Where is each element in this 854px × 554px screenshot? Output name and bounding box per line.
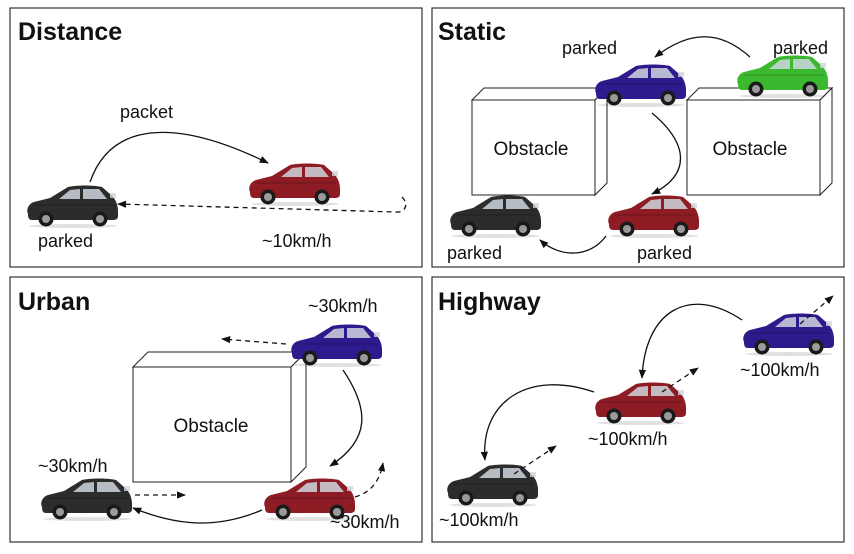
panel-title: Urban (18, 288, 90, 316)
motion-arrow (799, 295, 834, 325)
speed-label: ~10km/h (262, 231, 332, 251)
obstacle-label: Obstacle (713, 139, 788, 160)
motion-arrow (117, 196, 407, 213)
packet-arrow (651, 112, 682, 195)
car-label: parked (447, 243, 502, 263)
speed-label: ~100km/h (588, 429, 668, 449)
obstacle-box: Obstacle (470, 86, 609, 197)
speed-label: ~30km/h (38, 456, 108, 476)
packet-arrow (539, 235, 607, 254)
motion-arrow (221, 336, 287, 345)
car-label: parked (637, 243, 692, 263)
speed-label: ~30km/h (330, 512, 400, 532)
motion-arrow (661, 367, 699, 393)
packet-arrow (329, 369, 363, 467)
car-label: parked (773, 38, 828, 58)
car-label: parked (562, 38, 617, 58)
packet-arrow (89, 131, 269, 183)
panel-static: Static Obstacle Obstacle parked parked p… (431, 7, 845, 268)
obstacle-box: Obstacle (685, 86, 834, 197)
packet-arrow (480, 384, 595, 461)
obstacle-box: Obstacle (131, 350, 308, 484)
panel-urban: Urban Obstacle ~30km/h ~30km/h ~30km/h (9, 276, 423, 543)
panel-distance: Distance packet parked ~10km/h (9, 7, 423, 268)
panel-title: Highway (438, 288, 541, 316)
speed-label: ~100km/h (439, 510, 519, 530)
speed-label: ~100km/h (740, 360, 820, 380)
panel-highway: Highway ~100km/h ~100km/h ~100km/h (431, 276, 845, 543)
speed-label: ~30km/h (308, 296, 378, 316)
obstacle-label: Obstacle (494, 139, 569, 160)
panel-title: Static (438, 18, 506, 46)
packet-arrow (654, 36, 751, 58)
packet-arrow (638, 303, 743, 379)
car-label: parked (38, 231, 93, 251)
obstacle-label: Obstacle (174, 416, 249, 437)
packet-label: packet (120, 102, 173, 122)
panel-frame (9, 7, 423, 268)
panel-title: Distance (18, 18, 122, 46)
motion-arrow (354, 462, 386, 498)
packet-arrow (132, 507, 263, 524)
